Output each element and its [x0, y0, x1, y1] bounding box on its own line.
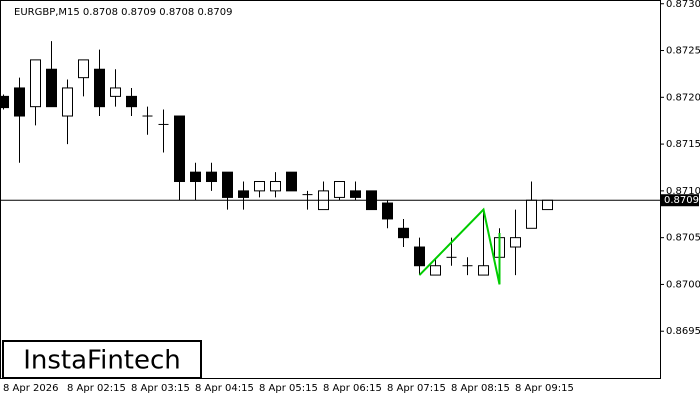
candle-body — [430, 265, 441, 276]
y-tick-label: 0.8695 — [666, 326, 700, 337]
candle-body — [254, 181, 265, 192]
x-tick-label: 8 Apr 2026 — [3, 383, 58, 394]
candle-body — [94, 68, 105, 108]
candle-body — [126, 95, 137, 108]
y-tick-label: 0.8705 — [666, 233, 700, 244]
candle-body — [30, 59, 41, 108]
candle-body — [46, 68, 57, 108]
candle-body — [238, 190, 249, 198]
candle-body — [222, 171, 233, 198]
plot-frame — [0, 0, 661, 379]
candle-body — [110, 87, 121, 97]
candle-body — [0, 95, 9, 109]
x-tick-label: 8 Apr 07:15 — [387, 383, 446, 394]
candle-body — [526, 199, 537, 229]
candle-body — [78, 59, 89, 79]
current-price-box — [661, 194, 699, 207]
y-tick-label: 0.8700 — [666, 279, 700, 290]
pattern-line — [418, 207, 501, 285]
y-tick-label: 0.8730 — [666, 0, 700, 10]
candle-body — [414, 246, 425, 267]
x-tick-label: 8 Apr 09:15 — [515, 383, 574, 394]
x-tick-label: 8 Apr 06:15 — [323, 383, 382, 394]
candle-body — [334, 181, 345, 198]
candle-body — [398, 227, 409, 239]
candle-body — [270, 181, 281, 192]
logo: InstaFintech — [23, 346, 181, 376]
x-tick-label: 8 Apr 08:15 — [451, 383, 510, 394]
y-tick-label: 0.8725 — [666, 46, 700, 57]
y-tick-label: 0.8715 — [666, 139, 700, 150]
current-price-label: 0.8709 — [664, 195, 699, 206]
candle-body — [510, 237, 521, 248]
y-tick-label: 0.8710 — [666, 186, 700, 197]
candle-body — [478, 265, 489, 276]
y-tick-label: 0.8720 — [666, 92, 700, 103]
candle-body — [62, 87, 73, 117]
candle-body — [14, 87, 25, 117]
candle-body — [174, 115, 185, 183]
logo-box — [2, 340, 202, 379]
candle-body — [350, 190, 361, 198]
candle-body — [382, 202, 393, 220]
candle-body — [542, 199, 553, 211]
candle-body — [190, 171, 201, 183]
candle-body — [286, 171, 297, 192]
x-tick-label: 8 Apr 05:15 — [259, 383, 318, 394]
x-tick-label: 8 Apr 02:15 — [67, 383, 126, 394]
x-tick-label: 8 Apr 03:15 — [131, 383, 190, 394]
candle-body — [206, 171, 217, 183]
chart-title: EURGBP,M15 0.8708 0.8709 0.8708 0.8709 — [14, 7, 232, 18]
x-tick-label: 8 Apr 04:15 — [195, 383, 254, 394]
